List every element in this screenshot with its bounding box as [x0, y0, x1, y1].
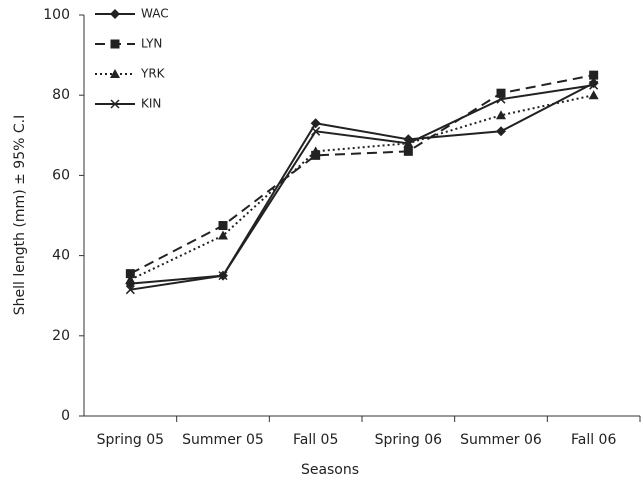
legend-marker [110, 69, 120, 78]
marker [589, 70, 599, 80]
y-tick-label: 40 [52, 248, 70, 264]
y-tick-label: 60 [52, 167, 70, 183]
marker [311, 126, 321, 136]
marker [588, 90, 599, 100]
marker [125, 274, 136, 284]
legend-marker [110, 99, 120, 109]
series-line [130, 82, 595, 285]
x-tick-label: Summer 05 [182, 432, 264, 448]
marker [310, 146, 321, 156]
x-tick-label: Spring 05 [97, 432, 164, 448]
marker [496, 94, 506, 104]
marker [310, 118, 321, 129]
y-tick-label: 0 [61, 408, 70, 424]
legend-marker [110, 39, 120, 49]
marker [125, 285, 135, 295]
marker [218, 271, 228, 281]
legend-label: KIN [141, 97, 161, 111]
y-axis-label: Shell length (mm) ± 95% C.I [12, 115, 28, 315]
y-tick-label: 80 [52, 87, 70, 103]
legend-label: YRK [140, 67, 166, 81]
marker [403, 138, 413, 148]
y-tick-label: 100 [43, 7, 70, 23]
marker [218, 221, 228, 231]
x-tick-label: Spring 06 [375, 432, 443, 448]
marker [496, 110, 506, 120]
legend-marker [110, 9, 120, 19]
y-tick-label: 20 [52, 328, 70, 344]
marker [496, 126, 506, 137]
marker [589, 80, 599, 90]
legend-label: LYN [141, 37, 162, 51]
series-line [130, 84, 594, 291]
x-tick-label: Summer 06 [460, 432, 542, 448]
marker [125, 269, 135, 279]
legend-label: WAC [141, 7, 169, 21]
series-line [129, 74, 594, 275]
marker [403, 146, 413, 156]
x-tick-label: Fall 06 [571, 432, 616, 448]
marker [311, 150, 321, 160]
x-axis-label: Seasons [301, 462, 359, 478]
x-tick-label: Fall 05 [293, 432, 338, 448]
marker [218, 230, 228, 240]
marker [496, 88, 506, 98]
series-line [129, 94, 594, 281]
